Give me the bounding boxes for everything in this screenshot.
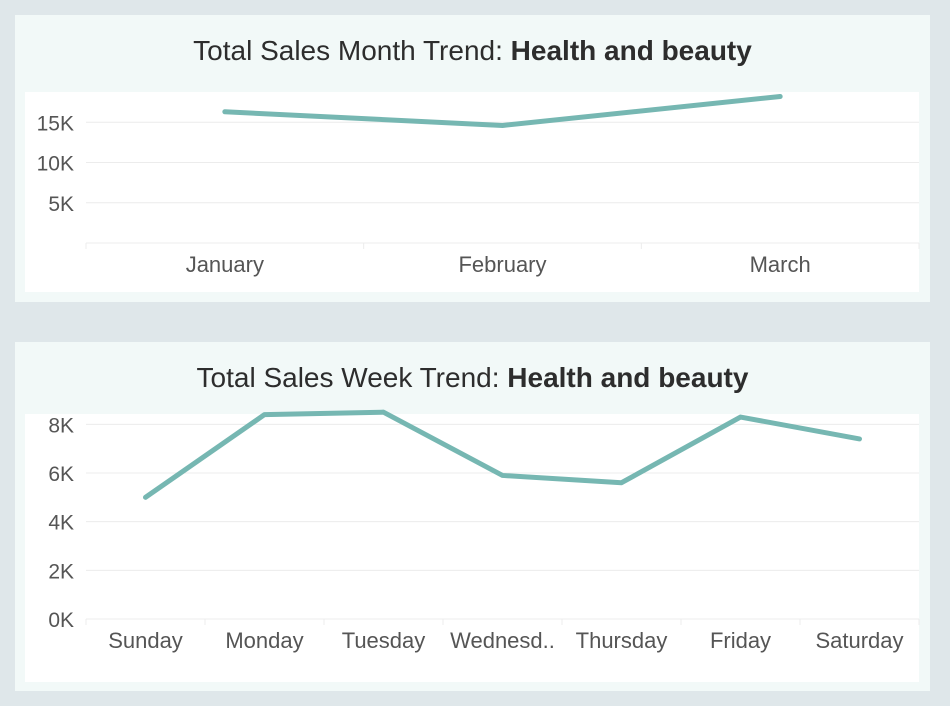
week-y-tick-label: 6K — [48, 463, 74, 486]
month-y-tick-label: 15K — [37, 112, 74, 135]
week-x-tick-label: Tuesday — [342, 628, 426, 653]
month-x-tick-label: February — [458, 252, 546, 277]
month-trend-title: Total Sales Month Trend: Health and beau… — [15, 35, 930, 67]
week-x-tick-label: Monday — [225, 628, 303, 653]
week-x-tick-label: Thursday — [576, 628, 668, 653]
week-x-tick-label: Sunday — [108, 628, 183, 653]
week-series-line — [143, 409, 862, 500]
month-trend-chart: 5K 10K 15K January February March — [37, 93, 920, 277]
week-y-tick-label: 4K — [48, 512, 74, 535]
week-trend-chart: 0K 2K 4K 6K 8K Sunday Monday Tuesday Wednesd.. Th… — [48, 409, 920, 653]
week-title-prefix: Total Sales Week Trend: — [196, 362, 508, 393]
week-x-tick-label: Friday — [710, 628, 771, 653]
week-title-category: Health and beauty — [507, 362, 749, 393]
week-y-tick-label: 2K — [48, 560, 74, 583]
month-trend-panel: Total Sales Month Trend: Health and beau… — [15, 15, 930, 302]
month-series-line — [222, 93, 783, 128]
week-trend-title: Total Sales Week Trend: Health and beaut… — [15, 362, 930, 394]
month-title-prefix: Total Sales Month Trend: — [193, 35, 511, 66]
month-x-tick-label: January — [186, 252, 264, 277]
week-x-tick-label: Saturday — [815, 628, 903, 653]
month-title-category: Health and beauty — [510, 35, 752, 66]
week-trend-panel: Total Sales Week Trend: Health and beaut… — [15, 342, 930, 691]
month-x-tick-label: March — [750, 252, 811, 277]
week-x-tick-label: Wednesd.. — [450, 628, 555, 653]
month-y-tick-label: 10K — [37, 153, 74, 176]
week-y-tick-label: 0K — [48, 609, 74, 632]
month-y-tick-label: 5K — [48, 193, 74, 216]
week-y-tick-label: 8K — [48, 414, 74, 437]
